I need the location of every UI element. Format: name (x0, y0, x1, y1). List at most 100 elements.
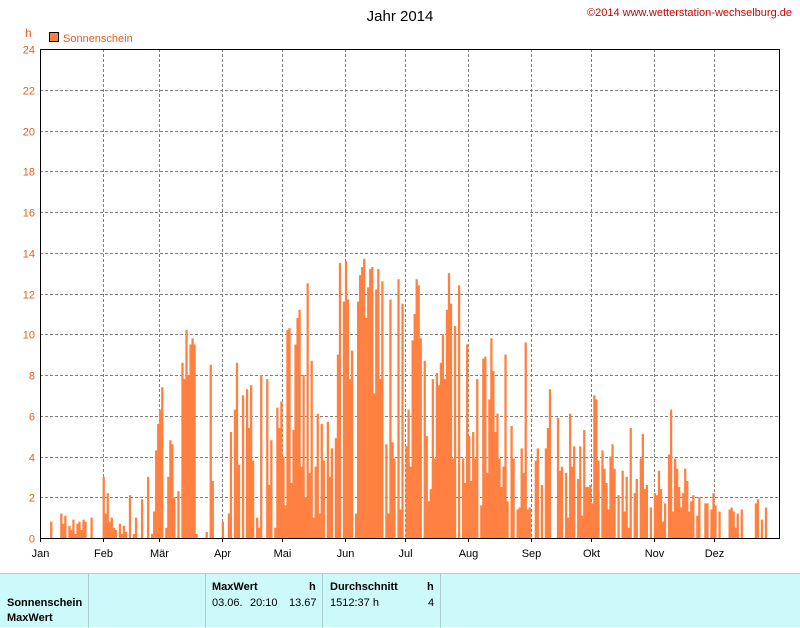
sunshine-bar (682, 493, 685, 538)
sunshine-bar (510, 425, 513, 538)
sunshine-bar (60, 513, 63, 538)
month-label: Jun (337, 548, 355, 560)
sunshine-bar (361, 267, 364, 538)
sunshine-bar (357, 301, 360, 538)
sunshine-bar (474, 458, 477, 538)
sunshine-bar (64, 515, 67, 538)
sunshine-bar (296, 317, 299, 538)
sunshine-bar (70, 529, 73, 538)
sunshine-bar (597, 460, 600, 538)
sunshine-bar (114, 529, 117, 538)
sunshine-bar (290, 482, 293, 538)
sunshine-bar (589, 485, 592, 538)
sunshine-bar (391, 442, 394, 538)
sunshine-bar (520, 448, 523, 538)
sunshine-bar (415, 279, 418, 538)
sunshine-bar (74, 533, 77, 538)
sunshine-bar (712, 493, 715, 538)
sunshine-bar (336, 354, 340, 539)
sunshine-bar (118, 523, 122, 538)
sunshine-bar (466, 344, 469, 538)
month-label: Aug (459, 548, 479, 560)
sunshine-bar (120, 533, 124, 538)
sunshine-bar (316, 413, 319, 538)
legend-label: Sonnenschein (63, 33, 133, 45)
sunshine-bar (354, 513, 358, 538)
sunshine-bar (108, 521, 111, 538)
sunshine-bar (221, 521, 224, 538)
sunshine-bar (734, 527, 737, 538)
sunshine-bar (492, 370, 495, 538)
sunshine-bar (401, 303, 404, 538)
sunshine-bar (526, 509, 529, 538)
row-label-sonnenschein: Sonnenschein (7, 597, 83, 609)
sunshine-bar (399, 509, 402, 538)
sunshine-bar (577, 478, 580, 538)
sunshine-bar (308, 472, 311, 538)
maxwert-column: MaxWert h 03.06. 20:10 13.67 (206, 574, 323, 628)
sunshine-bar (680, 507, 683, 538)
sunshine-bar (732, 511, 735, 538)
sunshine-bar (425, 436, 428, 539)
sunshine-bar (692, 495, 695, 538)
durchschnitt-total: 1512:37 h (330, 597, 379, 609)
sunshine-bar (447, 273, 451, 539)
month-label: Okt (583, 548, 600, 560)
maxwert-header: MaxWert (212, 581, 258, 593)
sunshine-bar (84, 521, 87, 538)
sunshine-bar (134, 517, 138, 539)
sunshine-bar (595, 399, 598, 538)
sunshine-bar (649, 507, 653, 538)
sunshine-bar (623, 511, 626, 538)
sunshine-bar (548, 389, 552, 538)
sunshine-bar (171, 444, 174, 538)
sunshine-bar (449, 303, 453, 538)
month-label: Dez (705, 548, 725, 560)
sunshine-bar (663, 503, 667, 538)
sunshine-bar (393, 458, 396, 538)
sunshine-bar (419, 338, 422, 538)
sunshine-bar (122, 525, 126, 538)
sunshine-bar (68, 525, 71, 538)
sunshine-bar (369, 269, 372, 538)
sunshine-bar (104, 513, 107, 538)
axes (40, 49, 780, 542)
sunshine-bar (268, 485, 271, 538)
sunshine-bar (556, 417, 560, 538)
sunshine-bar (522, 472, 525, 538)
sunshine-bar (494, 432, 497, 538)
summary-empty-column (89, 574, 206, 628)
sunshine-bar (132, 533, 136, 538)
sunshine-bar (147, 476, 150, 539)
sunshine-bar (278, 427, 281, 538)
sunshine-bar (260, 375, 263, 538)
sunshine-bar (740, 509, 743, 538)
sunshine-bar (112, 527, 115, 538)
sunshine-bar (728, 509, 731, 538)
sunshine-bar (659, 489, 663, 538)
sunshine-bar (435, 372, 439, 538)
sunshine-bar (379, 379, 382, 538)
y-tick-label: 0 (29, 534, 35, 546)
sunshine-bar (484, 356, 487, 538)
sunshine-bar (407, 409, 410, 538)
sunshine-bar (266, 379, 269, 538)
sunshine-bar (437, 385, 441, 538)
sunshine-bar (409, 466, 412, 538)
sunshine-bar (500, 487, 503, 538)
sunshine-bar (486, 472, 489, 538)
y-tick-label: 6 (29, 412, 35, 424)
sunshine-bar (247, 427, 251, 538)
y-tick-label: 14 (23, 249, 35, 261)
sunshine-bar (676, 468, 679, 538)
sunshine-bar (453, 326, 457, 538)
sunshine-bar (189, 344, 192, 538)
sunshine-bar (639, 458, 642, 538)
maxwert-date: 03.06. (212, 597, 243, 609)
sunshine-bar (235, 362, 239, 538)
sunshine-bar (371, 267, 374, 538)
sunshine-bar (464, 482, 467, 538)
sunshine-bar (688, 511, 691, 538)
sunshine-bar (573, 446, 576, 538)
sunshine-bar (211, 480, 214, 538)
